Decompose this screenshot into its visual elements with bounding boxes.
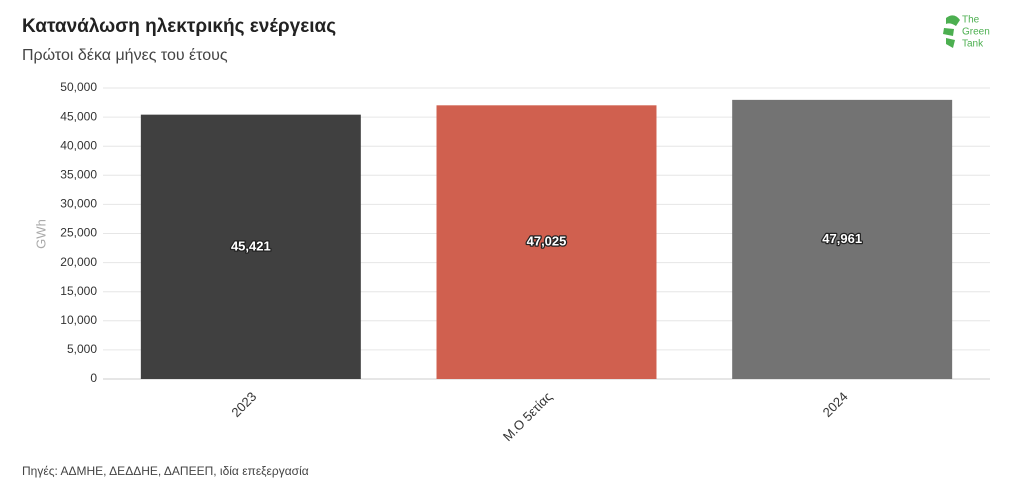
data-label: 47,025 [527,234,567,249]
y-tick-label: 20,000 [60,255,97,269]
logo: The Green Tank [943,15,990,50]
chart-title: Κατανάλωση ηλεκτρικής ενέργειας [22,16,336,37]
data-label: 47,961 [822,231,862,246]
y-tick-label: 10,000 [60,313,97,327]
y-tick-label: 50,000 [60,80,97,94]
y-axis-label: GWh [33,219,48,249]
x-tick-label: 2024 [820,389,851,420]
logo-icon [943,15,960,48]
y-tick-label: 30,000 [60,197,97,211]
logo-text: The [962,15,980,26]
chart-subtitle: Πρώτοι δέκα μήνες του έτους [22,47,228,64]
y-tick-label: 0 [90,371,97,385]
bar [140,114,361,379]
y-tick-label: 45,000 [60,109,97,123]
y-tick-label: 25,000 [60,226,97,240]
logo-text: Green [962,27,990,38]
source-note: Πηγές: ΑΔΜΗΕ, ΔΕΔΔΗΕ, ΔΑΠΕΕΠ, ιδία επεξε… [22,464,309,478]
y-tick-label: 40,000 [60,138,97,152]
bar [436,105,657,379]
x-tick-label: 2023 [228,389,259,420]
bar [732,99,953,380]
y-tick-label: 15,000 [60,284,97,298]
y-tick-label: 35,000 [60,167,97,181]
y-tick-label: 5,000 [67,342,97,356]
logo-text: Tank [962,39,984,50]
data-label: 45,421 [231,238,271,253]
x-tick-label: Μ.Ο 5ετίας [500,389,555,444]
